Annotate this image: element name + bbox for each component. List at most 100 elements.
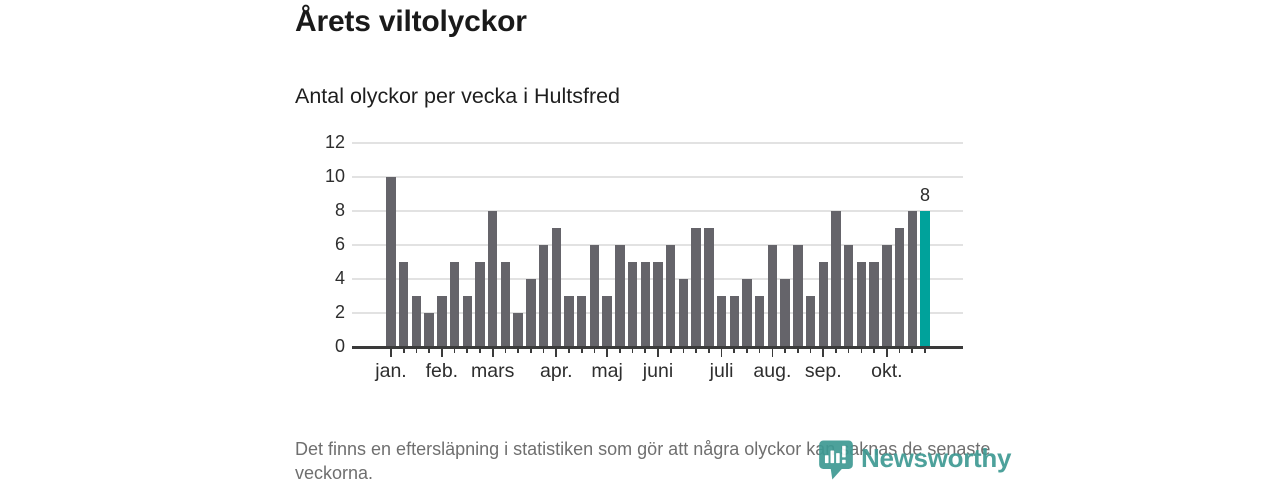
- bar-week-37: [843, 245, 854, 347]
- x-tick-month-apr: [555, 348, 558, 357]
- x-axis-label-juli: juli: [709, 360, 734, 382]
- bar-week-21: [640, 262, 651, 347]
- bar-week-4: [424, 313, 434, 347]
- x-tick-week-3: [415, 348, 418, 353]
- x-tick-month-juli: [720, 348, 723, 357]
- newsworthy-logo: Newsworthy: [818, 440, 1011, 480]
- x-axis-label-feb: feb.: [425, 360, 459, 382]
- newsworthy-wordmark: Newsworthy: [861, 443, 1012, 473]
- x-tick-week-33: [797, 348, 799, 353]
- bar-week-3: [411, 296, 422, 347]
- x-axis-label-juni: juni: [642, 360, 674, 382]
- x-tick-week-38: [860, 348, 863, 353]
- x-tick-week-28: [733, 348, 736, 353]
- bar-week-17: [589, 245, 600, 347]
- x-tick-week-23: [669, 348, 672, 353]
- bar-week-31: [767, 245, 778, 347]
- footer-note: Det finns en eftersläpning i statistiken…: [295, 439, 991, 480]
- x-tick-month-feb: [441, 348, 443, 357]
- x-tick-week-41: [898, 348, 901, 353]
- bar-week-38: [856, 262, 867, 347]
- bar-week-29: [742, 279, 752, 347]
- x-axis-label-jan: jan.: [375, 360, 407, 382]
- last-bar-value-label: 8: [919, 185, 930, 205]
- bar-week-20: [627, 262, 638, 347]
- x-tick-week-20: [631, 348, 634, 353]
- x-tick-week-29: [746, 348, 748, 353]
- bar-week-34: [805, 296, 816, 347]
- bar-week-16: [576, 296, 587, 347]
- bar-week-43: [920, 211, 930, 347]
- y-axis-label-6: 6: [334, 234, 345, 254]
- x-tick-week-26: [708, 348, 710, 353]
- y-axis-label-2: 2: [334, 302, 345, 322]
- x-tick-week-13: [542, 348, 545, 353]
- x-axis-label-sep: sep.: [804, 360, 842, 382]
- bar-week-7: [462, 296, 473, 347]
- bar-week-32: [780, 279, 790, 347]
- x-tick-week-42: [911, 348, 914, 353]
- x-tick-week-8: [479, 348, 481, 353]
- bar-week-18: [602, 296, 612, 347]
- bar-week-6: [449, 262, 460, 347]
- bar-week-26: [704, 228, 714, 347]
- x-tick-month-okt: [886, 348, 888, 357]
- bar-week-14: [551, 228, 562, 347]
- x-tick-week-10: [504, 348, 507, 353]
- bar-week-12: [526, 279, 536, 347]
- bar-week-8: [475, 262, 485, 347]
- x-tick-week-34: [809, 348, 812, 353]
- bar-week-35: [818, 262, 829, 347]
- bar-week-27: [716, 296, 727, 347]
- bar-week-24: [678, 279, 689, 347]
- bar-week-36: [831, 211, 841, 347]
- x-axis-label-okt: okt.: [871, 360, 903, 382]
- bar-week-25: [691, 228, 701, 347]
- gridline-y-12: [352, 142, 963, 144]
- x-tick-week-4: [428, 348, 430, 353]
- x-tick-month-jan: [390, 348, 392, 357]
- x-tick-month-mars: [491, 348, 494, 357]
- chart-title: Årets viltolyckor: [295, 5, 527, 38]
- x-axis-label-mars: mars: [471, 360, 515, 382]
- newsworthy-barchart-bubble-icon: [818, 440, 854, 480]
- x-axis-label-maj: maj: [591, 360, 623, 382]
- x-axis-label-apr: apr.: [540, 360, 573, 382]
- gridline-y-10: [352, 176, 963, 178]
- x-tick-week-30: [758, 348, 761, 353]
- x-tick-week-17: [593, 348, 596, 353]
- x-tick-month-maj: [606, 348, 608, 357]
- x-tick-week-6: [453, 348, 456, 353]
- x-tick-week-25: [695, 348, 697, 353]
- bar-week-10: [500, 262, 511, 347]
- x-tick-week-12: [530, 348, 532, 353]
- x-axis-line: [352, 345, 963, 349]
- bar-week-41: [894, 228, 905, 347]
- x-axis-label-aug: aug.: [753, 360, 792, 382]
- bar-week-40: [882, 245, 892, 347]
- bar-week-39: [869, 262, 879, 347]
- x-tick-week-43: [924, 348, 926, 353]
- x-tick-week-7: [466, 348, 469, 353]
- y-axis-label-10: 10: [324, 166, 345, 186]
- x-tick-week-39: [873, 348, 875, 353]
- bar-week-15: [564, 296, 574, 347]
- x-tick-week-32: [784, 348, 786, 353]
- gridline-y-8: [352, 210, 963, 212]
- bar-week-2: [398, 262, 409, 347]
- x-tick-week-16: [580, 348, 583, 353]
- bar-week-11: [513, 313, 523, 347]
- x-tick-week-36: [835, 348, 837, 353]
- bar-week-19: [615, 245, 625, 347]
- chart-subtitle: Antal olyckor per vecka i Hultsfred: [295, 84, 621, 108]
- x-tick-month-aug: [771, 348, 774, 357]
- x-tick-month-juni: [657, 348, 659, 357]
- x-tick-week-37: [847, 348, 850, 353]
- bar-week-5: [437, 296, 447, 347]
- y-axis-label-4: 4: [334, 268, 345, 288]
- bar-week-33: [793, 245, 803, 347]
- bar-week-22: [653, 262, 663, 347]
- x-tick-month-sep: [822, 348, 825, 357]
- bar-week-28: [729, 296, 740, 347]
- y-axis-label-8: 8: [334, 200, 345, 220]
